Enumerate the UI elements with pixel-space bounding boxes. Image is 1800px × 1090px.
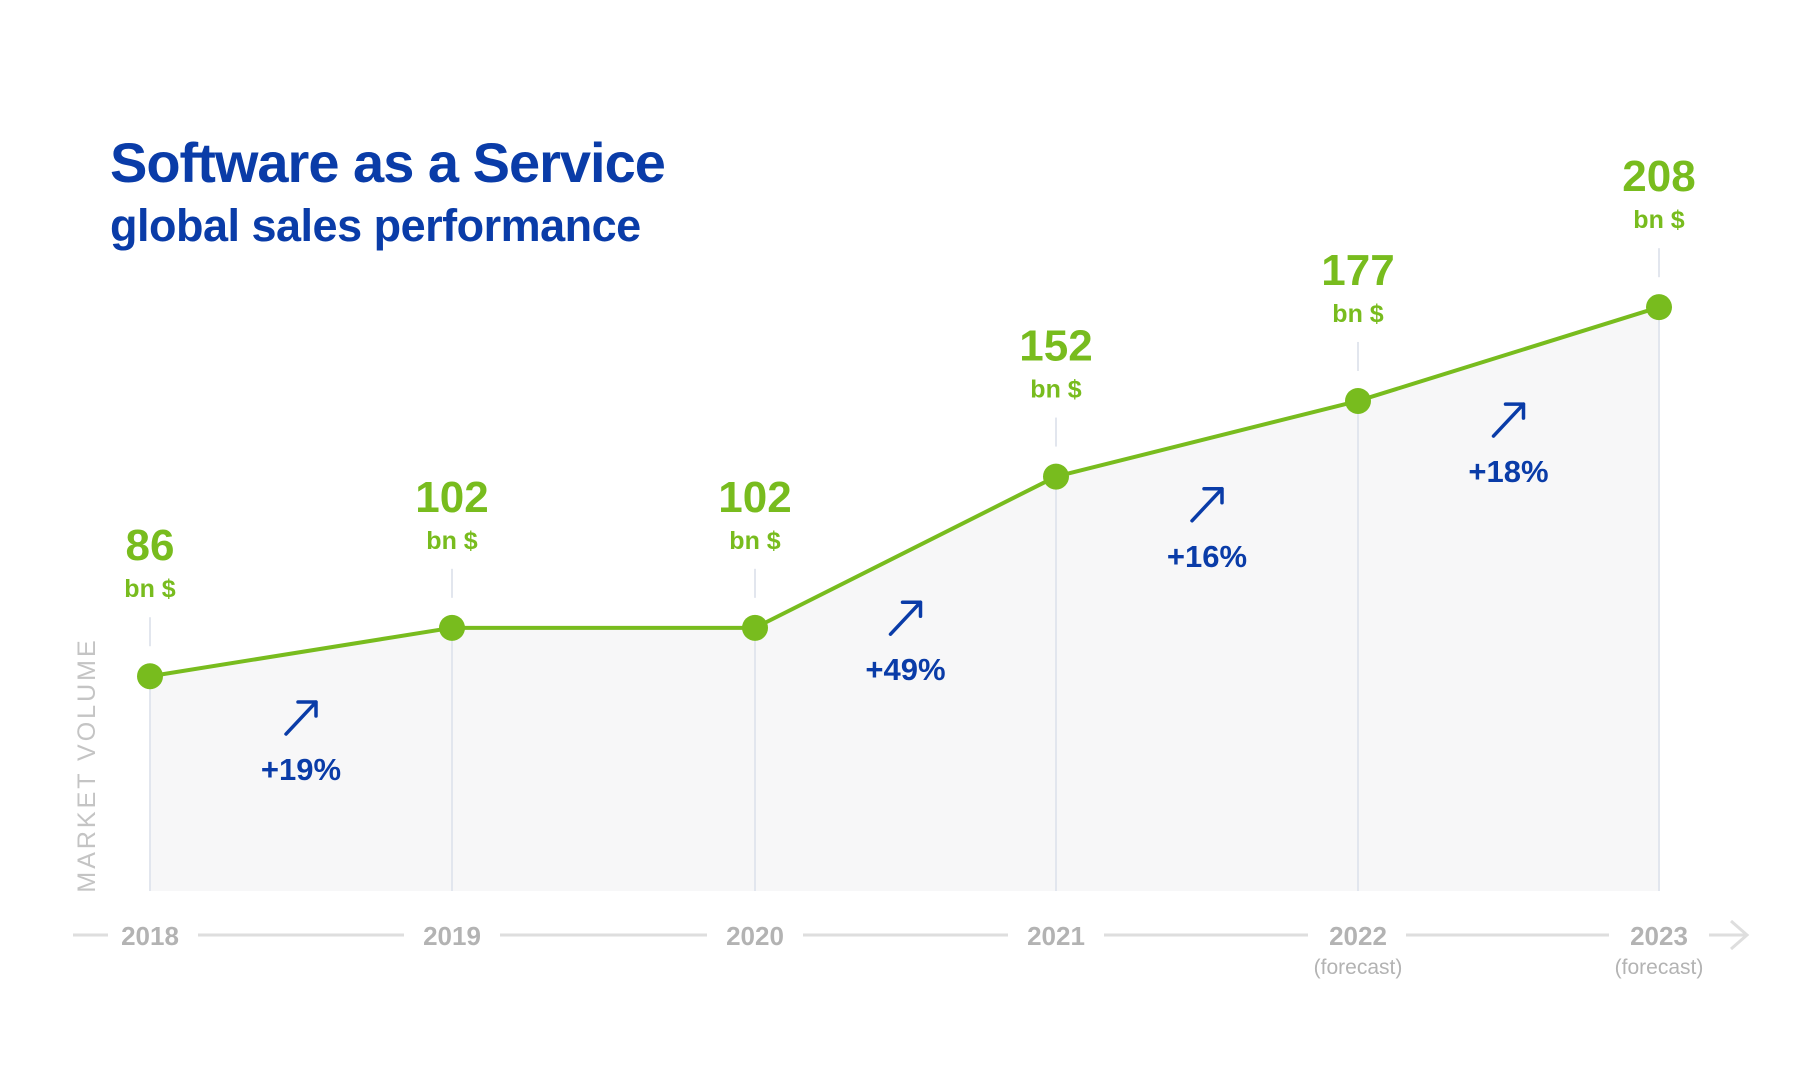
x-tick-label: 2019 xyxy=(423,921,481,951)
unit-label: bn $ xyxy=(729,527,780,555)
growth-arrow-icon xyxy=(1190,487,1224,523)
unit-label: bn $ xyxy=(1030,376,1081,404)
data-point-2018 xyxy=(137,663,163,690)
x-tick-label: 2021 xyxy=(1027,921,1085,951)
value-label: 102 xyxy=(718,473,791,522)
growth-label: +49% xyxy=(865,652,945,687)
value-label: 102 xyxy=(415,473,488,522)
unit-label: bn $ xyxy=(426,527,477,555)
growth-label: +18% xyxy=(1468,454,1548,489)
growth-arrow-icon xyxy=(888,600,923,636)
value-label: 177 xyxy=(1321,246,1394,295)
growth-label: +19% xyxy=(261,752,341,787)
area-fill xyxy=(150,307,1659,891)
series-line xyxy=(149,305,1660,679)
data-point-2023 xyxy=(1646,294,1672,321)
data-point-2021 xyxy=(1043,463,1069,490)
x-tick-note: (forecast) xyxy=(1615,956,1704,979)
chart-title: Software as a Service xyxy=(110,131,666,194)
x-tick-label: 2022 xyxy=(1329,921,1387,951)
growth-arrow-icon xyxy=(284,700,318,736)
growth-arrow-icon xyxy=(1491,402,1526,438)
x-tick-label: 2020 xyxy=(726,921,784,951)
chart-subtitle: global sales performance xyxy=(110,200,641,251)
data-point-2020 xyxy=(742,614,768,641)
x-tick-label: 2023 xyxy=(1630,921,1688,951)
x-tick-label: 2018 xyxy=(121,921,179,951)
value-label: 152 xyxy=(1019,322,1092,371)
data-point-2022 xyxy=(1345,387,1371,414)
y-axis-label: MARKET VOLUME xyxy=(73,637,101,892)
x-tick-note: (forecast) xyxy=(1314,956,1403,979)
unit-label: bn $ xyxy=(1633,206,1684,234)
value-label: 208 xyxy=(1622,152,1695,201)
growth-label: +16% xyxy=(1167,539,1247,574)
unit-label: bn $ xyxy=(1332,300,1383,328)
value-label: 86 xyxy=(126,521,175,570)
data-point-2019 xyxy=(439,614,465,641)
unit-label: bn $ xyxy=(124,575,175,603)
axis-arrow-icon xyxy=(1709,919,1750,951)
